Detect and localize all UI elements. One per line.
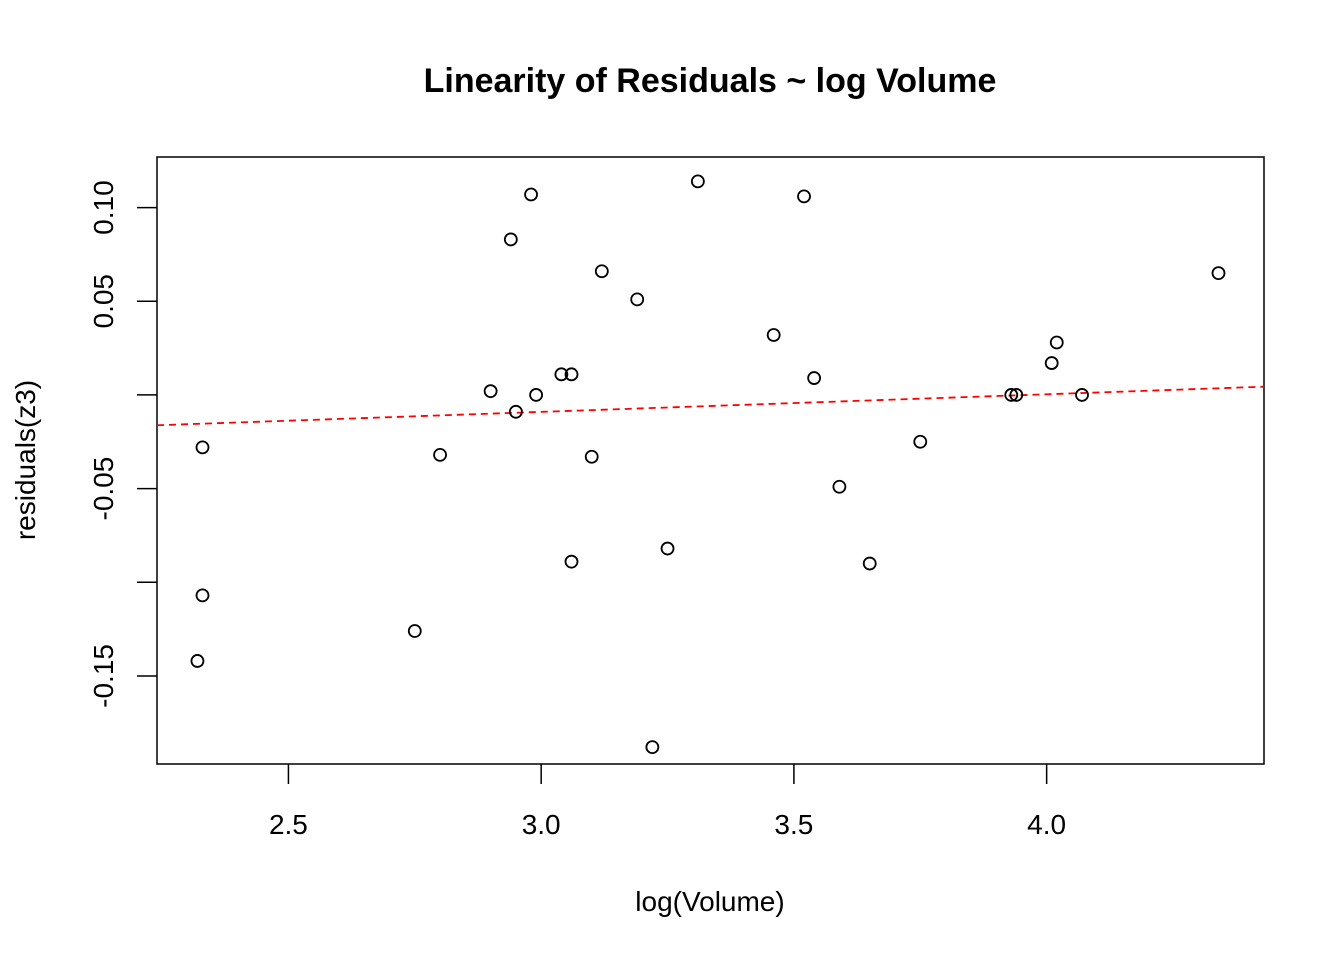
data-point [190, 654, 205, 668]
data-point [564, 367, 579, 382]
data-point [1009, 388, 1024, 402]
data-point [1075, 388, 1089, 402]
data-point [766, 328, 781, 342]
y-tick-label: -0.15 [88, 644, 119, 708]
data-point [1211, 266, 1226, 281]
data-point [564, 554, 579, 569]
data-point [1004, 388, 1019, 402]
y-tick-label: 0.10 [88, 180, 119, 235]
data-point [913, 434, 928, 449]
data-point [1049, 335, 1064, 350]
data-point [195, 440, 210, 455]
x-axis-label: log(Volume) [635, 886, 784, 917]
data-point [554, 367, 569, 382]
data-point [503, 232, 518, 247]
x-tick-label: 3.0 [522, 809, 561, 840]
regression-line [156, 385, 1265, 427]
x-tick-label: 4.0 [1027, 809, 1066, 840]
data-point [1044, 356, 1059, 370]
y-axis: -0.15 -0.05 0.05 0.10 [88, 180, 157, 708]
data-point [483, 384, 498, 399]
data-point [645, 740, 660, 755]
data-point [832, 479, 847, 494]
plot-area-border [156, 156, 1265, 765]
y-axis-label: residuals(z3) [10, 380, 41, 540]
data-points [190, 174, 1226, 755]
x-tick-label: 3.5 [774, 809, 813, 840]
chart-title: Linearity of Residuals ~ log Volume [424, 62, 997, 100]
data-point [433, 447, 447, 462]
data-point [524, 187, 538, 202]
data-point [862, 556, 877, 571]
data-point [594, 264, 609, 279]
x-axis: 2.5 3.0 3.5 4.0 [269, 764, 1066, 840]
data-point [529, 388, 544, 402]
data-point [407, 624, 422, 638]
fit-line-group [156, 385, 1265, 427]
data-point [508, 404, 523, 419]
data-point [630, 292, 645, 307]
data-point [690, 174, 705, 189]
data-point [807, 371, 822, 385]
data-point [660, 541, 675, 556]
x-tick-label: 2.5 [269, 809, 308, 840]
y-tick-label: -0.05 [88, 457, 119, 521]
y-tick-label: 0.05 [88, 274, 119, 329]
data-point [584, 449, 599, 464]
data-point [195, 588, 210, 603]
data-point [797, 189, 811, 204]
